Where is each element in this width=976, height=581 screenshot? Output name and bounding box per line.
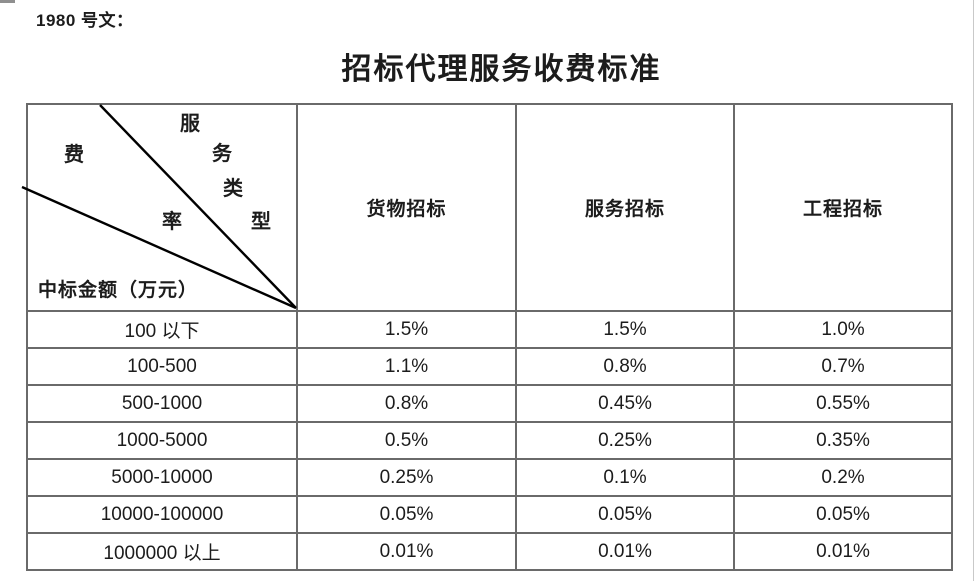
rate-cell: 0.05% (733, 495, 953, 534)
table-row: 100 以下 1.5% 1.5% 1.0% (26, 310, 953, 349)
rate-cell: 1.1% (296, 347, 517, 386)
table-row: 100-500 1.1% 0.8% 0.7% (26, 347, 953, 386)
row-label: 5000-10000 (26, 458, 298, 497)
screen-edge-artifact (0, 0, 15, 3)
corner-label-service-char1: 服 (180, 113, 200, 135)
rate-cell: 0.8% (515, 347, 735, 386)
rate-cell: 0.05% (296, 495, 517, 534)
table-row: 500-1000 0.8% 0.45% 0.55% (26, 384, 953, 423)
row-label: 500-1000 (26, 384, 298, 423)
corner-label-service-char2: 务 (212, 143, 232, 165)
fee-standard-table: 服 务 类 型 费 率 中标金额（万元） 货物招标 服务招标 工程招标 100 … (21, 103, 953, 571)
table-row: 5000-10000 0.25% 0.1% 0.2% (26, 458, 953, 497)
column-header-service: 服务招标 (515, 103, 735, 312)
header-row: 服 务 类 型 费 率 中标金额（万元） 货物招标 服务招标 工程招标 (21, 103, 953, 312)
rate-cell: 1.5% (296, 310, 517, 349)
rate-cell: 0.01% (296, 532, 517, 571)
rate-cell: 0.05% (515, 495, 735, 534)
rate-cell: 1.5% (515, 310, 735, 349)
rate-cell: 0.8% (296, 384, 517, 423)
corner-label-service-char4: 型 (251, 211, 271, 233)
row-label: 10000-100000 (26, 495, 298, 534)
rate-cell: 1.0% (733, 310, 953, 349)
column-header-engineering: 工程招标 (733, 103, 953, 312)
row-label: 100 以下 (26, 310, 298, 349)
rate-cell: 0.01% (515, 532, 735, 571)
row-label: 1000-5000 (26, 421, 298, 460)
diagonal-split-lines (21, 104, 297, 310)
row-label: 1000000 以上 (26, 532, 298, 571)
rate-cell: 0.01% (733, 532, 953, 571)
rate-cell: 0.7% (733, 347, 953, 386)
diagonal-header-content: 服 务 类 型 费 率 中标金额（万元） (21, 104, 297, 310)
rate-cell: 0.45% (515, 384, 735, 423)
column-header-goods: 货物招标 (296, 103, 517, 312)
page-title: 招标代理服务收费标准 (341, 53, 662, 86)
corner-label-service-char3: 类 (223, 178, 243, 200)
corner-label-amount: 中标金额（万元） (38, 280, 199, 301)
rate-cell: 0.1% (515, 458, 735, 497)
rate-cell: 0.55% (733, 384, 953, 423)
document-ref-label: 1980 号文： (36, 11, 134, 30)
rate-cell: 0.25% (296, 458, 517, 497)
rate-cell: 0.2% (733, 458, 953, 497)
corner-label-fee-char: 费 (64, 144, 84, 166)
table-row: 10000-100000 0.05% 0.05% 0.05% (26, 495, 953, 534)
page-edge-line (973, 0, 974, 581)
diagonal-header-cell: 服 务 类 型 费 率 中标金额（万元） (21, 103, 298, 312)
rate-cell: 0.25% (515, 421, 735, 460)
rate-cell: 0.5% (296, 421, 517, 460)
rate-cell: 0.35% (733, 421, 953, 460)
table-row: 1000-5000 0.5% 0.25% 0.35% (26, 421, 953, 460)
table-row: 1000000 以上 0.01% 0.01% 0.01% (26, 532, 953, 571)
corner-label-rate-char: 率 (162, 211, 182, 233)
row-label: 100-500 (26, 347, 298, 386)
